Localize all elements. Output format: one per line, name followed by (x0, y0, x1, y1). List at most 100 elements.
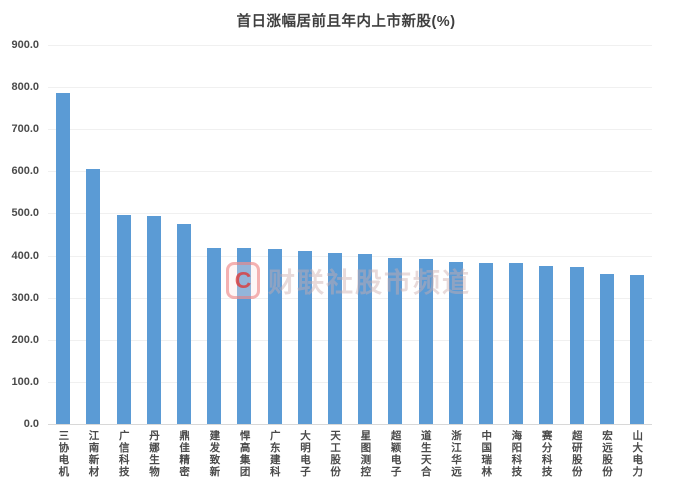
bar-slot (622, 45, 652, 424)
y-axis-tick-label: 200.0 (11, 333, 39, 346)
bar-超颖电子 (388, 258, 403, 424)
bar-slot (199, 45, 229, 424)
x-axis-label: 鼎佳精密 (178, 430, 191, 478)
x-axis-label-slot: 建发致新 (199, 430, 229, 478)
y-axis-tick-label: 500.0 (11, 207, 39, 220)
bar-slot (229, 45, 259, 424)
plot-area: 900.0 800.0 700.0 600.0 500.0 400.0 300.0 200.0… (11, 39, 652, 478)
bar-赛分科技 (539, 266, 554, 424)
gridline (48, 381, 652, 383)
gridline (48, 45, 652, 46)
bar-slot (561, 45, 591, 424)
x-axis-label: 山大电力 (631, 430, 644, 478)
x-axis-label: 海阳科技 (510, 430, 523, 478)
x-axis-label-slot: 超研股份 (561, 430, 591, 478)
x-axis-label: 超研股份 (570, 430, 583, 478)
bar-道生天合 (418, 259, 433, 424)
bar-三协电机 (56, 93, 71, 424)
bar-slot (48, 45, 78, 424)
bar-天工股份 (327, 252, 342, 424)
y-axis-tick-label: 900.0 (11, 39, 39, 51)
bar-海阳科技 (509, 263, 524, 424)
x-axis-line (48, 424, 652, 425)
gridline (48, 87, 652, 89)
bar-中国瑞林 (478, 262, 493, 424)
bar-slot (139, 45, 169, 424)
bar-slot (471, 45, 501, 424)
x-axis-label-slot: 鼎佳精密 (169, 430, 199, 478)
x-axis-label-slot: 赛分科技 (531, 430, 561, 478)
bar-广信科技 (116, 214, 131, 424)
bar-slot (169, 45, 199, 424)
x-axis-label-slot: 江南新材 (78, 430, 108, 478)
x-axis-label: 超颖电子 (389, 430, 402, 478)
x-axis-label-slot: 广东建科 (259, 430, 289, 478)
x-axis-label-slot: 浙江华远 (441, 430, 471, 478)
gridline (48, 297, 652, 299)
x-axis-label: 道生天合 (419, 430, 432, 478)
x-axis-label: 宏远股份 (601, 430, 613, 478)
bar-浙江华远 (448, 262, 463, 424)
x-axis-label-slot: 中国瑞林 (471, 430, 501, 478)
x-axis-label-slot: 宏远股份 (592, 430, 622, 478)
bar-slot (441, 45, 471, 424)
x-axis-label: 赛分科技 (540, 430, 553, 478)
y-axis-tick-label: 100.0 (11, 375, 39, 388)
bar-江南新材 (86, 169, 101, 424)
x-axis-label-slot: 天工股份 (320, 430, 350, 478)
bar-大明电子 (297, 251, 312, 424)
x-axis-label-slot: 海阳科技 (501, 430, 531, 478)
bar-星图测控 (358, 253, 373, 424)
gridline (48, 213, 652, 215)
y-axis-tick-label: 600.0 (11, 165, 39, 178)
x-axis-label-slot: 广信科技 (108, 430, 138, 478)
x-axis-label: 建发致新 (208, 430, 221, 478)
x-axis-label: 星图测控 (359, 430, 372, 478)
y-axis-tick-label: 700.0 (11, 123, 39, 136)
x-axis-labels: 三协电机 江南新材 广信科技 丹娜生物 鼎佳精密 建发致新 悍高集团 广东建科 大明电子 天工股份… (48, 430, 652, 478)
x-axis-label: 悍高集团 (238, 430, 251, 478)
y-axis-tick-label: 400.0 (11, 249, 39, 262)
x-axis-label-slot: 超颖电子 (380, 430, 410, 478)
x-axis-label: 广东建科 (268, 430, 281, 478)
x-axis-label-slot: 大明电子 (290, 430, 320, 478)
gridline (48, 129, 652, 131)
x-axis-label: 江南新材 (87, 430, 100, 478)
gridline (48, 255, 652, 257)
bar-建发致新 (207, 247, 222, 424)
x-axis-label-slot: 丹娜生物 (139, 430, 169, 478)
bar-slot (78, 45, 108, 424)
bar-slot (410, 45, 440, 424)
x-axis-label-slot: 山大电力 (622, 430, 652, 478)
x-axis-label-slot: 三协电机 (48, 430, 78, 478)
bar-slot (380, 45, 410, 424)
x-axis-label-slot: 星图测控 (350, 430, 380, 478)
bar-slot (320, 45, 350, 424)
gridline (48, 339, 652, 341)
x-axis-label: 广信科技 (117, 430, 130, 478)
gridline (48, 171, 652, 173)
bar-悍高集团 (237, 248, 252, 424)
bar-宏远股份 (599, 274, 614, 424)
bar-slot (592, 45, 622, 424)
bar-slot (531, 45, 561, 424)
x-axis-label: 丹娜生物 (147, 430, 160, 478)
bar-丹娜生物 (146, 215, 161, 424)
bar-slot (501, 45, 531, 424)
bar-slot (259, 45, 289, 424)
x-axis-label: 三协电机 (57, 430, 70, 478)
bar-鼎佳精密 (176, 223, 191, 424)
bar-山大电力 (629, 275, 644, 424)
bar-超研股份 (569, 266, 584, 424)
x-axis-label: 浙江华远 (449, 430, 462, 478)
x-axis-label: 大明电子 (298, 430, 311, 478)
x-axis-label-slot: 道生天合 (410, 430, 440, 478)
bar-slot (350, 45, 380, 424)
y-axis-tick-label: 300.0 (11, 291, 39, 304)
y-axis-tick-label: 800.0 (11, 81, 39, 94)
chart-title: 首日涨幅居前且年内上市新股(%) (236, 14, 456, 30)
bar-slot (108, 45, 138, 424)
y-axis-tick-label: 0.0 (23, 418, 39, 430)
bars-layer (48, 45, 652, 424)
